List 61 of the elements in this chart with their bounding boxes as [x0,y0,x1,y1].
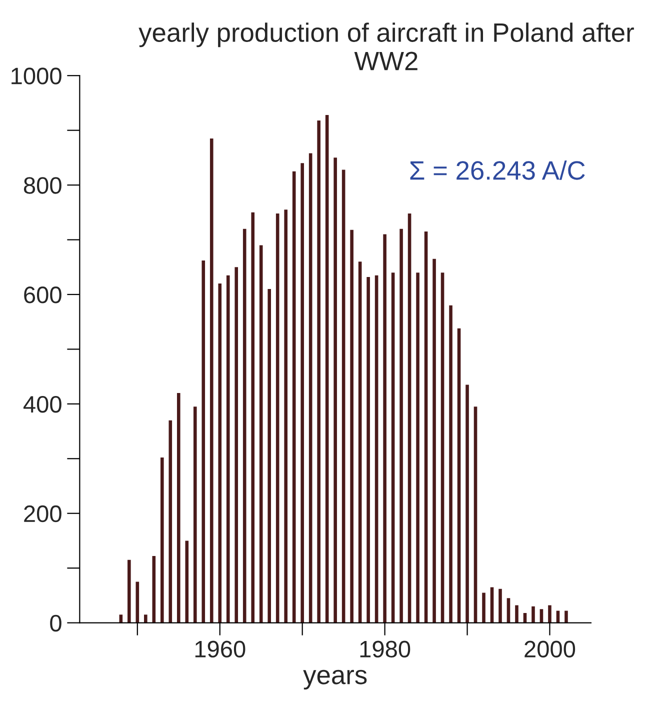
bar [259,245,263,623]
bar [440,272,444,623]
bar [358,262,362,623]
bar [342,170,346,623]
bar [251,212,255,623]
bar [160,458,164,623]
bar [474,406,478,623]
bar [300,163,304,623]
bar [308,153,312,623]
annotation: Σ = 26.243 A/C [410,160,585,180]
bar [176,392,180,623]
bar [334,158,337,623]
bar [292,171,296,623]
y-tick-label: 1000 [12,68,62,84]
x-axis-title: years [303,670,367,690]
bar [498,588,502,623]
bar [325,115,329,623]
bar [432,258,436,623]
bar [152,556,156,623]
bar [284,210,288,623]
bar [242,228,246,623]
bar [391,272,395,623]
bar [449,305,452,623]
bar [218,284,222,623]
chart-title: yearly production of aircraft in Poland after WW2 [138,22,634,70]
y-tick-label: 200 [24,505,62,522]
x-tick-label: 2000 [524,640,576,658]
bar [548,605,552,623]
y-tick-label: 0 [50,614,62,632]
bar [226,275,230,623]
bar [416,272,420,623]
bar [210,138,214,623]
bar [350,230,354,623]
bar [457,328,461,623]
bar [424,232,428,623]
y-tick-label: 400 [23,396,62,413]
bar [515,605,518,623]
bar [374,275,378,623]
bar [408,213,412,623]
bar [276,213,280,623]
bar [383,234,386,623]
x-tick-label: 1980 [360,640,410,658]
bar [168,420,172,623]
bar [490,587,494,623]
bar [268,289,271,623]
bar [532,606,535,623]
bar [128,560,131,623]
bar [234,267,238,623]
bar [317,120,320,623]
y-tick-label: 600 [24,286,62,304]
bar [202,260,206,623]
bar [193,406,197,623]
bar [366,276,370,623]
x-tick-label: 1960 [195,640,246,658]
bar [466,384,469,623]
bar [144,614,148,623]
bar [185,540,189,623]
y-tick-label: 800 [24,177,62,194]
bar [482,592,486,623]
bar [400,228,403,623]
bar [564,610,568,623]
